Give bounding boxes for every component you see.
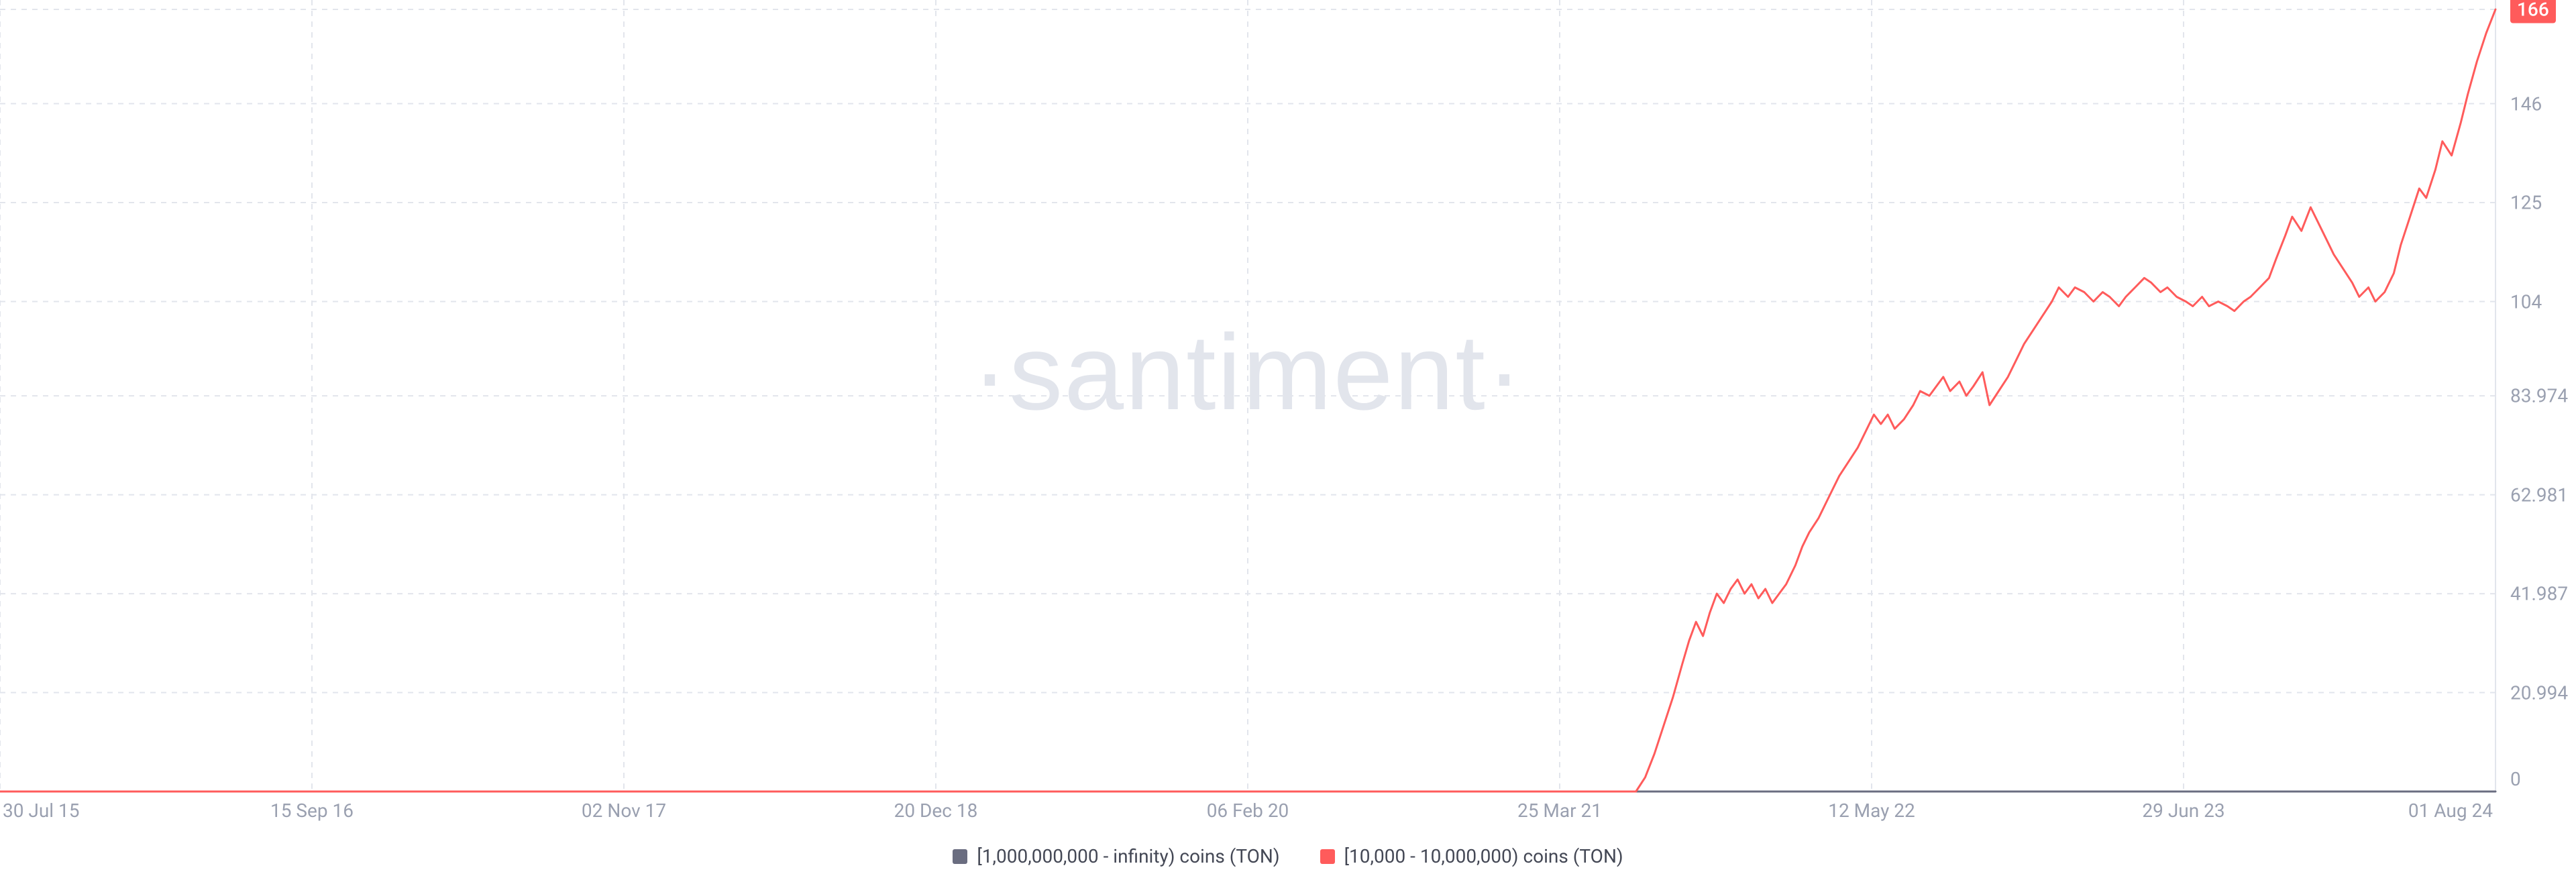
x-tick-label: 12 May 22 — [1828, 800, 1915, 822]
chart-svg — [0, 0, 2576, 872]
y-tick-label: 41.987 — [2510, 583, 2568, 605]
y-tick-label: 146 — [2510, 93, 2542, 115]
y-tick-label: 62.981 — [2510, 484, 2568, 506]
x-tick-label: 02 Nov 17 — [582, 800, 666, 822]
x-tick-label: 06 Feb 20 — [1207, 800, 1289, 822]
x-tick-label: 20 Dec 18 — [894, 800, 978, 822]
legend-swatch — [1320, 849, 1335, 864]
legend-item[interactable]: [1,000,000,000 - infinity) coins (TON) — [953, 845, 1279, 867]
legend-label: [10,000 - 10,000,000) coins (TON) — [1344, 845, 1623, 867]
y-tick-label: 0 — [2510, 768, 2521, 790]
x-tick-label: 15 Sep 16 — [270, 800, 354, 822]
y-tick-label: 83.974 — [2510, 385, 2568, 407]
legend: [1,000,000,000 - infinity) coins (TON) [1… — [0, 845, 2576, 867]
series-end-badge: 166 — [2510, 0, 2556, 23]
y-tick-label: 125 — [2510, 192, 2542, 214]
y-tick-label: 104 — [2510, 290, 2542, 313]
legend-swatch — [953, 849, 967, 864]
x-tick-label: 30 Jul 15 — [3, 800, 80, 822]
y-tick-label: 20.994 — [2510, 682, 2568, 704]
legend-label: [1,000,000,000 - infinity) coins (TON) — [977, 845, 1279, 867]
chart-container: ·santiment· 30 Jul 1515 Sep 1602 Nov 172… — [0, 0, 2576, 872]
x-tick-label: 29 Jun 23 — [2142, 800, 2224, 822]
x-tick-label: 01 Aug 24 — [2408, 800, 2493, 822]
x-tick-label: 25 Mar 21 — [1517, 800, 1602, 822]
legend-item[interactable]: [10,000 - 10,000,000) coins (TON) — [1320, 845, 1623, 867]
